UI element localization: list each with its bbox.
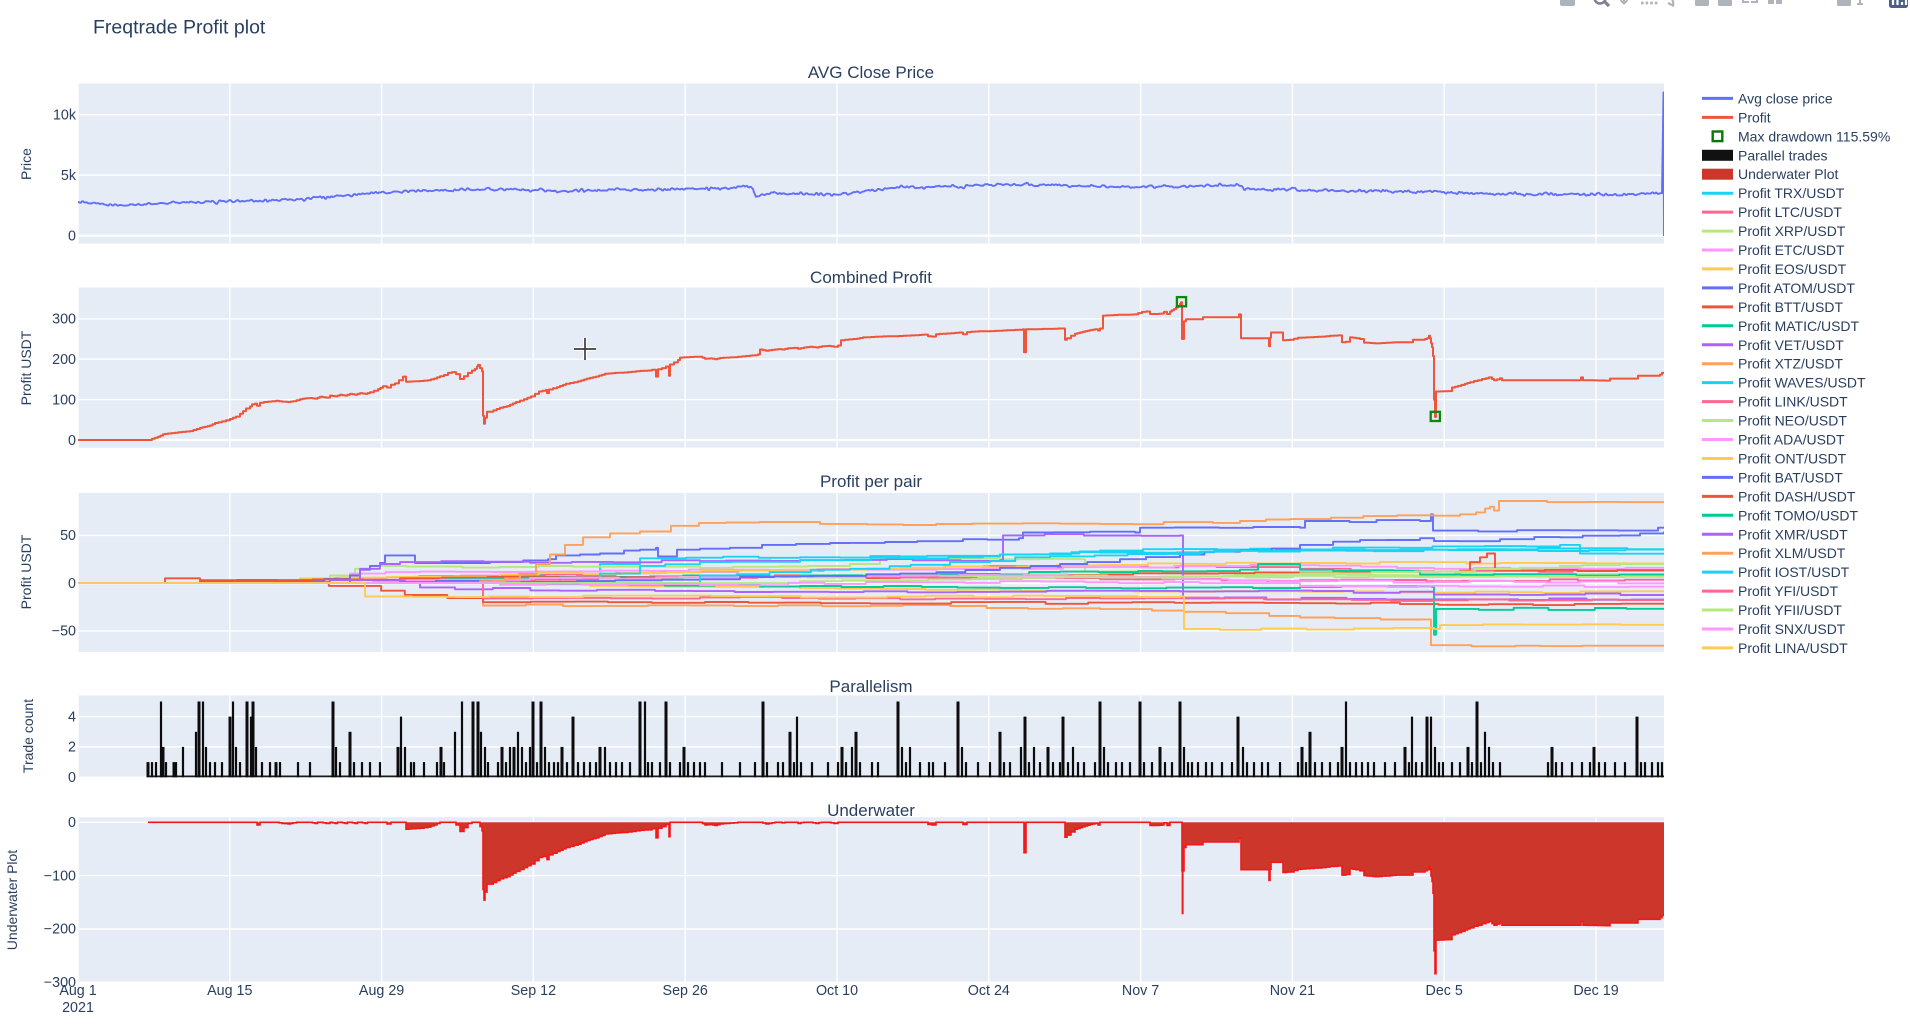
svg-text:Profit SNX/USDT: Profit SNX/USDT: [1738, 621, 1846, 637]
svg-text:Profit NEO/USDT: Profit NEO/USDT: [1738, 413, 1847, 429]
svg-text:Profit WAVES/USDT: Profit WAVES/USDT: [1738, 375, 1866, 391]
svg-text:50: 50: [60, 528, 76, 544]
svg-text:300: 300: [52, 312, 76, 328]
svg-text:Aug 15: Aug 15: [207, 983, 252, 999]
svg-text:Profit BAT/USDT: Profit BAT/USDT: [1738, 469, 1843, 485]
svg-text:Underwater: Underwater: [827, 801, 915, 820]
svg-text:0: 0: [68, 815, 76, 831]
svg-text:Profit YFII/USDT: Profit YFII/USDT: [1738, 602, 1842, 618]
svg-text:Profit LTC/USDT: Profit LTC/USDT: [1738, 204, 1842, 220]
svg-text:0: 0: [68, 229, 76, 245]
svg-text:Profit USDT: Profit USDT: [18, 330, 34, 405]
svg-text:Profit DASH/USDT: Profit DASH/USDT: [1738, 488, 1856, 504]
svg-text:Profit: Profit: [1738, 109, 1771, 125]
svg-text:Sep 26: Sep 26: [663, 983, 708, 999]
svg-text:Combined Profit: Combined Profit: [810, 268, 932, 287]
svg-text:−300: −300: [44, 975, 76, 991]
svg-text:Dec 19: Dec 19: [1573, 983, 1618, 999]
svg-text:Oct 24: Oct 24: [968, 983, 1010, 999]
svg-text:Nov 7: Nov 7: [1122, 983, 1159, 999]
svg-text:0: 0: [68, 770, 76, 786]
svg-text:Parallel trades: Parallel trades: [1738, 147, 1828, 163]
svg-text:Profit USDT: Profit USDT: [18, 534, 34, 609]
svg-text:−100: −100: [44, 868, 76, 884]
svg-text:Dec 5: Dec 5: [1426, 983, 1463, 999]
svg-text:10k: 10k: [53, 108, 77, 124]
svg-text:Profit LINA/USDT: Profit LINA/USDT: [1738, 640, 1848, 656]
svg-text:5k: 5k: [61, 168, 77, 184]
svg-text:−200: −200: [44, 922, 76, 938]
svg-text:Profit VET/USDT: Profit VET/USDT: [1738, 337, 1844, 353]
svg-text:Aug 29: Aug 29: [359, 983, 404, 999]
svg-text:Profit XTZ/USDT: Profit XTZ/USDT: [1738, 356, 1843, 372]
svg-text:Aug 1: Aug 1: [59, 983, 96, 999]
svg-text:Underwater Plot: Underwater Plot: [1738, 166, 1838, 182]
svg-text:Profit YFI/USDT: Profit YFI/USDT: [1738, 583, 1839, 599]
svg-text:0: 0: [68, 576, 76, 592]
svg-text:Profit TOMO/USDT: Profit TOMO/USDT: [1738, 507, 1859, 523]
svg-text:Profit ATOM/USDT: Profit ATOM/USDT: [1738, 280, 1855, 296]
svg-text:0: 0: [68, 433, 76, 449]
svg-text:Profit XRP/USDT: Profit XRP/USDT: [1738, 223, 1846, 239]
svg-text:Profit MATIC/USDT: Profit MATIC/USDT: [1738, 318, 1860, 334]
svg-text:AVG Close Price: AVG Close Price: [808, 63, 934, 82]
svg-text:Avg close price: Avg close price: [1738, 90, 1833, 106]
svg-text:2021: 2021: [62, 1000, 94, 1016]
svg-text:Oct 10: Oct 10: [816, 983, 858, 999]
svg-text:2: 2: [68, 740, 76, 756]
svg-text:Profit ADA/USDT: Profit ADA/USDT: [1738, 432, 1845, 448]
svg-text:Freqtrade Profit plot: Freqtrade Profit plot: [93, 17, 266, 39]
svg-text:Profit IOST/USDT: Profit IOST/USDT: [1738, 564, 1850, 580]
svg-text:Nov 21: Nov 21: [1270, 983, 1315, 999]
svg-text:Price: Price: [18, 148, 34, 180]
svg-text:Profit XLM/USDT: Profit XLM/USDT: [1738, 545, 1846, 561]
svg-text:Profit ONT/USDT: Profit ONT/USDT: [1738, 450, 1847, 466]
svg-text:Profit per pair: Profit per pair: [820, 472, 922, 491]
svg-text:Profit EOS/USDT: Profit EOS/USDT: [1738, 261, 1847, 277]
svg-text:Sep 12: Sep 12: [511, 983, 556, 999]
svg-text:Profit XMR/USDT: Profit XMR/USDT: [1738, 526, 1848, 542]
svg-text:Profit ETC/USDT: Profit ETC/USDT: [1738, 242, 1845, 258]
svg-text:Max drawdown 115.59%: Max drawdown 115.59%: [1738, 128, 1890, 144]
svg-text:Parallelism: Parallelism: [829, 677, 912, 696]
svg-text:100: 100: [52, 392, 76, 408]
svg-text:4: 4: [68, 709, 76, 725]
svg-text:Profit TRX/USDT: Profit TRX/USDT: [1738, 185, 1845, 201]
svg-text:−50: −50: [52, 624, 76, 640]
svg-text:Trade count: Trade count: [20, 699, 36, 773]
svg-text:Profit BTT/USDT: Profit BTT/USDT: [1738, 299, 1843, 315]
svg-text:Profit LINK/USDT: Profit LINK/USDT: [1738, 394, 1848, 410]
svg-text:200: 200: [52, 352, 76, 368]
svg-text:Underwater Plot: Underwater Plot: [4, 850, 20, 950]
